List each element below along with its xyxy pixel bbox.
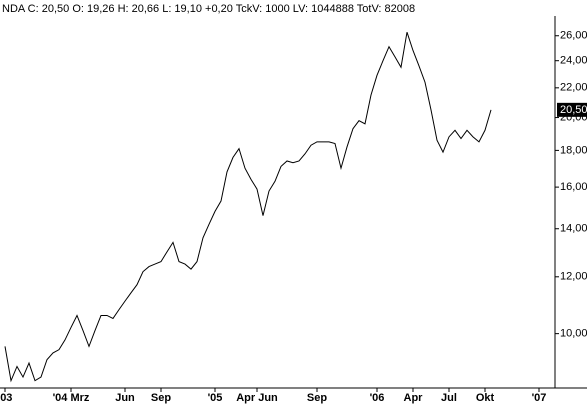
y-tick-label: 14,00 [560, 223, 587, 235]
y-tick-label: 16,00 [560, 181, 587, 193]
last-price-box [557, 102, 587, 117]
last-price-label: 20,50 [560, 104, 587, 116]
price-line [4, 32, 492, 383]
y-tick-label: 12,00 [560, 271, 587, 283]
x-tick-label: Sep [307, 392, 327, 404]
x-tick-label: Apr [404, 392, 424, 404]
y-tick-label: 22,00 [560, 82, 587, 94]
x-tick-label: '07 [532, 392, 547, 404]
x-tick-label: '04 Mrz [53, 392, 90, 404]
chart-title: NDA C: 20,50 O: 19,26 H: 20,66 L: 19,10 … [2, 3, 415, 15]
x-tick-label: '06 [370, 392, 385, 404]
y-tick-label: 26,00 [560, 30, 587, 42]
x-tick-label: Jun [115, 392, 135, 404]
y-tick-label: 24,00 [560, 55, 587, 67]
x-tick-label: '03 [0, 392, 12, 404]
y-tick-label: 10,00 [560, 328, 587, 340]
y-tick-label: 18,00 [560, 144, 587, 156]
x-tick-label: Jul [441, 392, 457, 404]
x-tick-label: Sep [151, 392, 171, 404]
x-tick-label: '05 [208, 392, 223, 404]
x-tick-label: Okt [476, 392, 495, 404]
x-tick-label: Apr Jun [236, 392, 278, 404]
